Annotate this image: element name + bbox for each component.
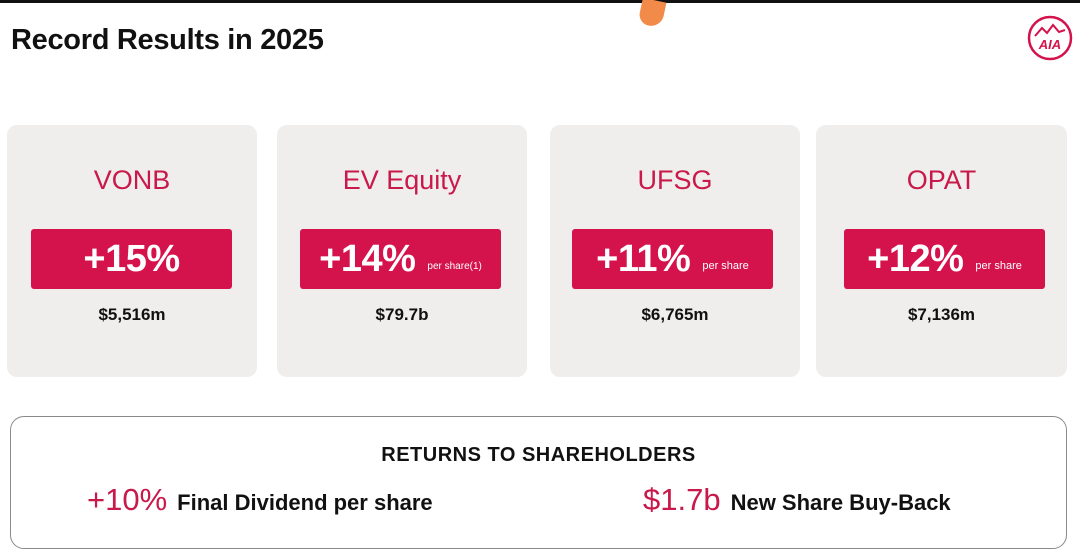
- dividend-item: +10% Final Dividend per share: [87, 482, 433, 518]
- growth-value: +15%: [83, 237, 180, 280]
- returns-to-shareholders-panel: RETURNS TO SHAREHOLDERS +10% Final Divid…: [10, 416, 1067, 549]
- growth-badge: +12% per share: [844, 229, 1045, 289]
- metric-card-opat: OPAT +12% per share $7,136m: [816, 125, 1067, 377]
- card-title: VONB: [93, 165, 171, 195]
- card-amount: $7,136m: [907, 305, 976, 324]
- orange-annotation-mark: [637, 0, 667, 29]
- card-title: OPAT: [906, 165, 977, 195]
- card-title: EV Equity: [342, 165, 462, 195]
- growth-value: +14%: [319, 237, 416, 280]
- buyback-label: New Share Buy-Back: [730, 490, 951, 515]
- growth-qualifier: per share: [975, 260, 1022, 272]
- logo-text: AIA: [1038, 37, 1061, 52]
- dividend-label: Final Dividend per share: [177, 490, 433, 515]
- growth-qualifier: per share: [702, 260, 749, 272]
- aia-logo-icon: AIA: [1027, 15, 1073, 61]
- metric-card-ev-equity: EV Equity +14% per share(1) $79.7b: [277, 125, 527, 377]
- dividend-value: +10%: [87, 482, 168, 517]
- growth-badge: +15%: [31, 229, 232, 289]
- growth-badge: +14% per share(1): [300, 229, 501, 289]
- growth-value: +12%: [867, 237, 964, 280]
- buyback-value: $1.7b: [643, 482, 721, 517]
- metric-card-ufsg: UFSG +11% per share $6,765m: [550, 125, 800, 377]
- card-amount: $6,765m: [641, 305, 709, 324]
- growth-value: +11%: [596, 237, 691, 280]
- top-border: [0, 0, 1080, 3]
- card-amount: $5,516m: [98, 305, 166, 324]
- growth-badge: +11% per share: [572, 229, 773, 289]
- returns-title: RETURNS TO SHAREHOLDERS: [381, 444, 696, 466]
- metric-card-vonb: VONB +15% $5,516m: [7, 125, 257, 377]
- card-amount: $79.7b: [375, 305, 429, 324]
- card-title: UFSG: [637, 165, 713, 195]
- growth-qualifier: per share(1): [427, 260, 482, 272]
- buyback-item: $1.7b New Share Buy-Back: [643, 482, 951, 518]
- page-title: Record Results in 2025: [11, 24, 324, 56]
